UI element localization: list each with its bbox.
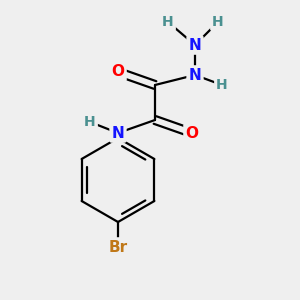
Text: H: H: [84, 115, 96, 129]
Text: O: O: [112, 64, 124, 80]
Text: H: H: [216, 78, 228, 92]
Text: N: N: [189, 68, 201, 82]
Text: H: H: [212, 15, 224, 29]
Text: N: N: [189, 38, 201, 52]
Text: O: O: [185, 125, 199, 140]
Text: H: H: [162, 15, 174, 29]
Text: N: N: [112, 125, 124, 140]
Text: Br: Br: [108, 239, 128, 254]
